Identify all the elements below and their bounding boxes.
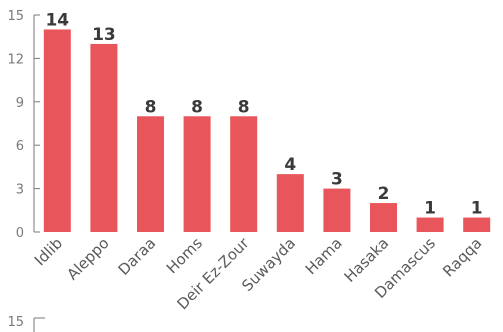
bar [183,116,211,232]
y-tick-label: 6 [16,139,24,154]
bar [416,217,444,232]
y-tick-label: 9 [16,96,24,111]
bar [323,188,351,232]
category-label: Homs [163,234,206,277]
data-label: 1 [471,199,483,219]
y-tick-label: 12 [7,52,24,67]
bar [90,43,118,232]
data-label: 14 [45,10,69,30]
bar [137,116,164,232]
bar [463,217,491,232]
y-tick-label: 15 [7,9,24,24]
data-label: 3 [331,170,343,190]
category-label: Daraa [115,234,160,279]
category-label: Hama [302,234,346,278]
second-chart-axis: 15 [7,315,45,332]
data-label: 2 [378,184,390,204]
data-label: 8 [238,97,250,117]
y-axis: 0 3 6 9 12 15 [7,9,40,241]
bars [43,29,491,232]
data-label: 13 [92,25,116,45]
data-label: 4 [284,155,296,175]
data-label: 1 [424,199,436,219]
data-labels: 14 13 8 8 8 4 3 2 1 1 [45,10,482,218]
category-label: Raqqa [439,234,485,280]
data-label: 8 [191,97,203,117]
category-label: Idlib [31,234,66,269]
second-chart-axis-line [33,317,45,332]
bar [43,29,71,232]
y-tick-label: 3 [16,183,24,198]
bar [230,116,258,232]
bar [276,174,304,232]
y-tick-label: 0 [16,226,24,241]
second-chart-y-tick-label: 15 [7,315,24,330]
data-label: 8 [145,97,157,117]
category-label: Aleppo [63,234,112,283]
bar [370,203,397,232]
